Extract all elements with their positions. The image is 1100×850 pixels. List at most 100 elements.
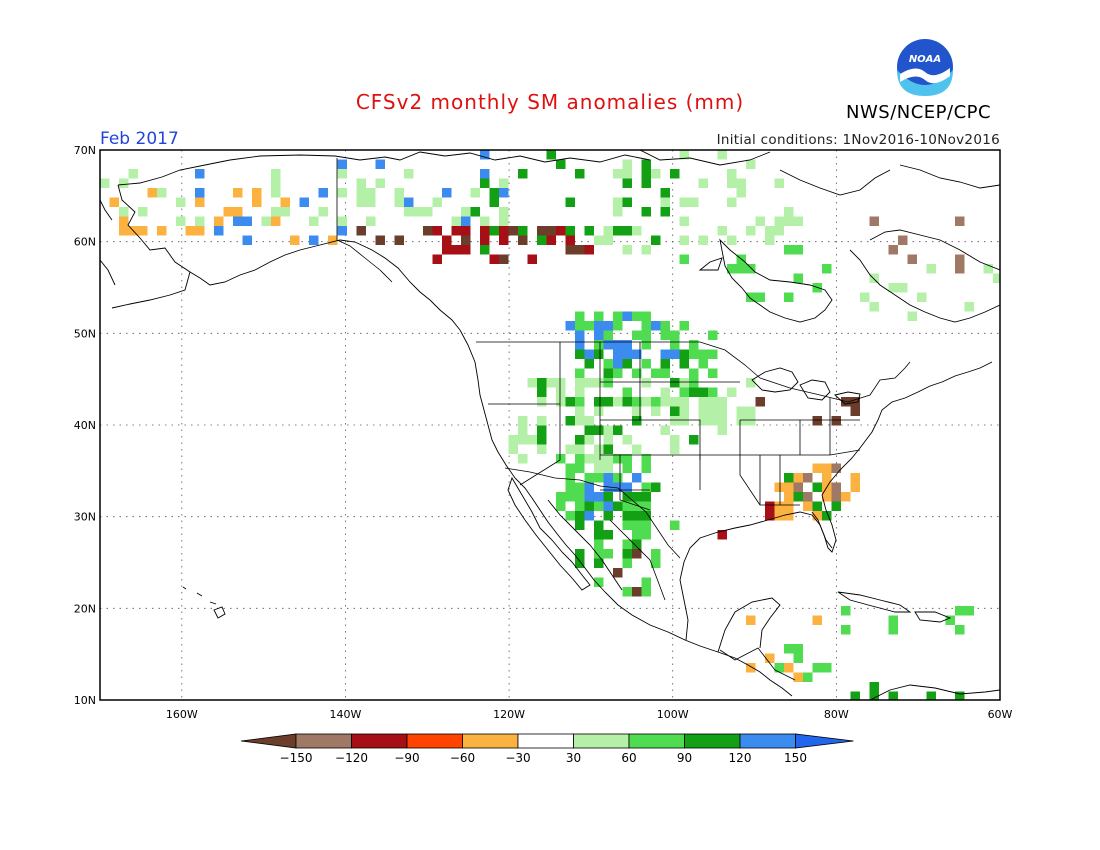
anomaly-cell: [603, 330, 613, 340]
anomaly-cell: [708, 349, 718, 359]
anomaly-cell: [698, 397, 708, 407]
anomaly-cell: [983, 264, 993, 274]
anomaly-cell: [537, 378, 547, 388]
anomaly-cell: [670, 406, 680, 416]
anomaly-cell: [708, 397, 718, 407]
anomaly-cell: [594, 473, 604, 483]
anomaly-cell: [613, 207, 623, 217]
anomaly-cell: [489, 188, 499, 198]
anomaly-cell: [632, 397, 642, 407]
anomaly-cell: [660, 359, 670, 369]
lon-tick-label: 60W: [988, 708, 1013, 721]
anomaly-cell: [565, 397, 575, 407]
anomaly-cell: [366, 197, 376, 207]
anomaly-cell: [641, 321, 651, 331]
anomaly-cell: [670, 444, 680, 454]
anomaly-cell: [632, 226, 642, 236]
anomaly-cell: [622, 511, 632, 521]
anomaly-cell: [594, 444, 604, 454]
anomaly-cell: [508, 435, 518, 445]
anomaly-cell: [717, 416, 727, 426]
anomaly-cell: [822, 492, 832, 502]
anomaly-cell: [499, 216, 509, 226]
anomaly-cell: [499, 235, 509, 245]
anomaly-cell: [575, 321, 585, 331]
anomaly-cell: [955, 254, 965, 264]
anomaly-cell: [660, 207, 670, 217]
anomaly-cell: [622, 340, 632, 350]
anomaly-cell: [594, 492, 604, 502]
coastlines: [100, 150, 1000, 700]
anomaly-cell: [195, 216, 205, 226]
anomaly-cell: [746, 406, 756, 416]
anomaly-cell: [603, 444, 613, 454]
anomaly-cell: [841, 625, 851, 635]
anomaly-cell: [594, 378, 604, 388]
anomaly-cell: [841, 606, 851, 616]
anomaly-cell: [318, 207, 328, 217]
anomaly-cell: [793, 473, 803, 483]
anomaly-cell: [214, 226, 224, 236]
anomaly-cell: [964, 302, 974, 312]
anomaly-cell: [575, 549, 585, 559]
anomaly-cell: [594, 539, 604, 549]
anomaly-cell: [888, 625, 898, 635]
anomaly-cell: [337, 226, 347, 236]
anomaly-cell: [575, 463, 585, 473]
anomaly-cell: [622, 501, 632, 511]
anomaly-cell: [660, 368, 670, 378]
anomaly-cell: [641, 397, 651, 407]
anomaly-cell: [803, 473, 813, 483]
anomaly-cell: [575, 378, 585, 388]
anomaly-cell: [480, 226, 490, 236]
colorbar-segment: [295, 733, 352, 749]
anomaly-cell: [556, 397, 566, 407]
anomaly-cell: [945, 615, 955, 625]
anomaly-cell: [651, 368, 661, 378]
anomaly-cell: [746, 378, 756, 388]
anomaly-cell: [337, 216, 347, 226]
anomaly-cell: [708, 368, 718, 378]
anomaly-cell: [793, 216, 803, 226]
anomaly-cell: [774, 511, 784, 521]
anomaly-cell: [679, 397, 689, 407]
anomaly-cell: [622, 463, 632, 473]
anomaly-cell: [784, 492, 794, 502]
anomaly-cell: [223, 207, 233, 217]
anomaly-cell: [575, 330, 585, 340]
anomaly-cell: [717, 226, 727, 236]
anomaly-cell: [575, 245, 585, 255]
anomaly-cell: [584, 501, 594, 511]
anomaly-cell: [632, 368, 642, 378]
anomaly-cell: [537, 387, 547, 397]
anomaly-cell: [394, 188, 404, 198]
anomaly-cell: [461, 245, 471, 255]
lat-tick-label: 50N: [74, 327, 96, 340]
anomaly-cell: [689, 349, 699, 359]
anomaly-cell: [565, 226, 575, 236]
anomaly-cell: [641, 207, 651, 217]
anomaly-cell: [138, 207, 148, 217]
anomaly-cell: [119, 226, 129, 236]
anomaly-cell: [727, 387, 737, 397]
anomaly-cell: [556, 387, 566, 397]
anomaly-cell: [575, 397, 585, 407]
anomaly-cell: [480, 178, 490, 188]
noaa-logo: NOAA: [897, 39, 953, 96]
anomaly-cell: [470, 188, 480, 198]
anomaly-cell: [622, 587, 632, 597]
anomaly-cell: [613, 340, 623, 350]
anomaly-cell: [603, 454, 613, 464]
anomaly-cell: [632, 501, 642, 511]
anomaly-cell: [822, 473, 832, 483]
anomaly-cell: [641, 378, 651, 388]
anomaly-cell: [679, 197, 689, 207]
anomaly-cell: [850, 473, 860, 483]
anomaly-cell: [679, 359, 689, 369]
anomaly-cell: [784, 473, 794, 483]
anomaly-cell: [641, 178, 651, 188]
anomaly-cell: [613, 226, 623, 236]
anomaly-cell: [774, 178, 784, 188]
anomaly-cell: [575, 454, 585, 464]
anomaly-cell: [632, 539, 642, 549]
